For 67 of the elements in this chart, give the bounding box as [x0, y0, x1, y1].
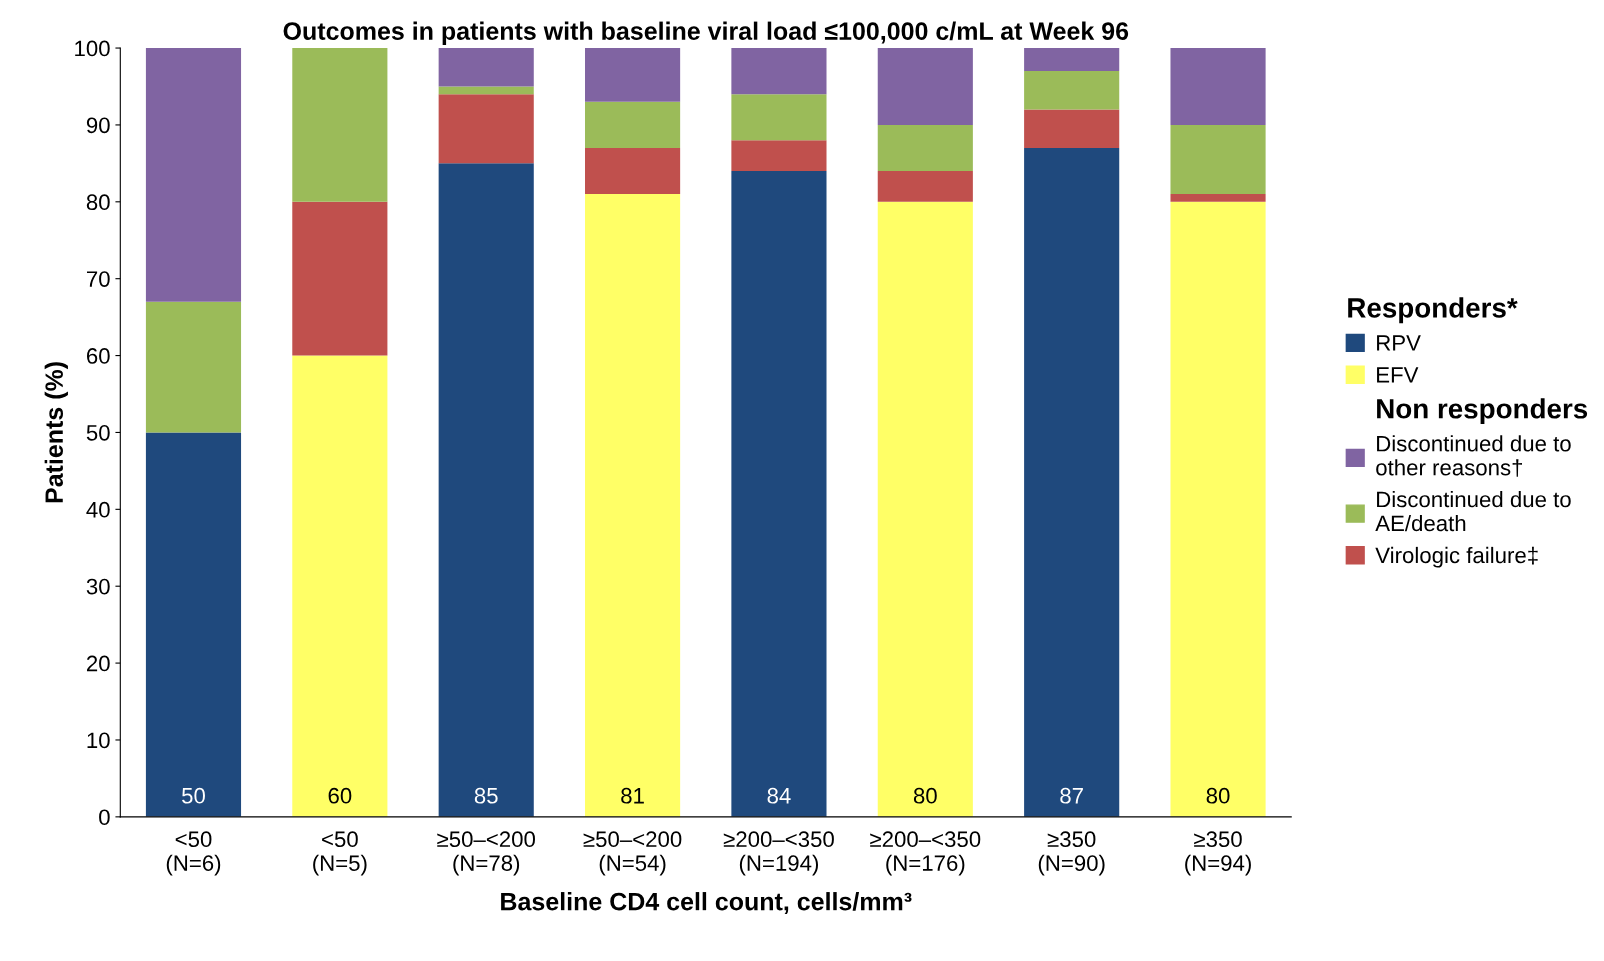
bar: [877, 171, 973, 202]
bar: [1024, 48, 1120, 72]
bar: [1170, 194, 1266, 202]
bar: [145, 301, 242, 433]
bar: [292, 201, 388, 356]
y-tick-label: 100: [75, 40, 110, 57]
y-tick-label: 90: [86, 117, 110, 134]
bar: [438, 48, 534, 87]
data-label: 50: [182, 787, 205, 804]
legend-title: Responders*: [1348, 297, 1518, 324]
bar: [1170, 124, 1266, 195]
legend-label: RPV: [1377, 335, 1421, 351]
legend-label: EFV: [1377, 367, 1419, 383]
bar: [877, 124, 973, 172]
bar: [731, 94, 827, 141]
bar: [585, 194, 681, 817]
bar: [877, 201, 973, 817]
bar: [1024, 147, 1120, 817]
bar: [292, 355, 388, 817]
data-label: 84: [767, 787, 791, 804]
bar: [731, 140, 827, 172]
y-tick-label: 60: [86, 348, 110, 364]
data-label: 80: [1206, 787, 1230, 804]
y-tick-label: 80: [86, 194, 110, 211]
y-tick-label: 50: [86, 424, 110, 441]
text: Non responders: [1377, 398, 1588, 425]
data-label: 87: [1060, 787, 1083, 804]
bar: [585, 147, 681, 195]
bar: [877, 48, 973, 125]
y-tick-label: 40: [86, 501, 110, 518]
x-tick-label: ≥350 (N=90): [1038, 831, 1105, 876]
x-tick-label: ≥50–<200 (N=78): [437, 831, 536, 876]
bar: [1170, 201, 1266, 817]
bar: [731, 171, 827, 817]
bar: [1024, 109, 1120, 148]
legend-label: Discontinued due to other reasons†: [1376, 435, 1571, 477]
x-tick-label: ≥200–<350 (N=194): [723, 831, 834, 876]
x-tick-label: ≥200–<350 (N=176): [870, 831, 981, 876]
bar: [438, 163, 534, 817]
chart-title: Outcomes in patients with baseline viral load ≤100,000 c/mL at Week 96: [283, 21, 1129, 45]
bar: [438, 94, 534, 164]
y-tick-label: 70: [87, 271, 110, 287]
legend-label: Virologic failure‡: [1375, 546, 1538, 568]
x-axis-title: Baseline CD4 cell count, cells/mm³: [501, 892, 912, 915]
bar: [145, 48, 242, 302]
x-tick-label: ≥50–<200 (N=54): [583, 831, 682, 876]
data-label: 80: [913, 787, 937, 804]
bar: [585, 101, 681, 148]
data-label: 85: [474, 787, 498, 804]
y-tick-label: 30: [86, 578, 110, 595]
y-tick-label: 20: [86, 655, 110, 672]
bar: [731, 48, 827, 95]
x-tick-label: <50 (N=5): [313, 831, 367, 876]
bar: [292, 48, 388, 202]
y-tick-label: 0: [99, 809, 110, 826]
bar: [1024, 71, 1120, 110]
x-tick-label: <50 (N=6): [166, 831, 221, 876]
data-label: 81: [621, 787, 644, 804]
bar: [585, 48, 681, 102]
data-label: 60: [328, 787, 352, 804]
legend-label: Discontinued due to AE/death: [1375, 490, 1571, 532]
bar: [1170, 48, 1266, 125]
bar: [145, 432, 242, 817]
bar: [438, 86, 534, 95]
y-axis-title: Patients (%): [44, 362, 68, 503]
y-tick-label: 10: [87, 732, 110, 749]
x-tick-label: ≥350 (N=94): [1185, 831, 1251, 876]
